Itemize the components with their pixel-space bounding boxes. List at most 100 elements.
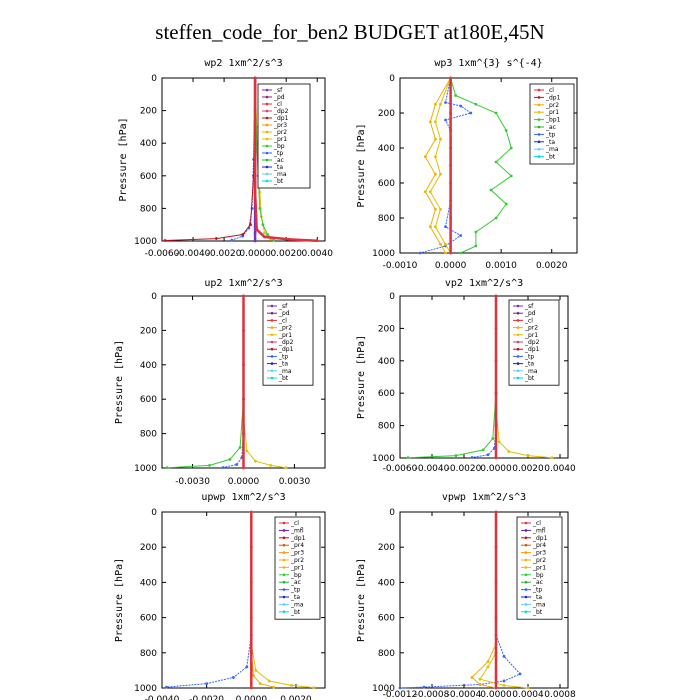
legend-marker xyxy=(537,125,541,129)
legend-entry: _dp1 xyxy=(290,535,306,542)
legend-marker xyxy=(537,96,541,99)
x-tick-label: 0.0008 xyxy=(544,690,576,700)
data-point-pr2 xyxy=(486,660,490,663)
legend-entry: _pr4 xyxy=(290,542,304,549)
data-point-pr1 xyxy=(439,207,442,211)
data-point-bp1 xyxy=(474,102,478,106)
series-line-tp xyxy=(399,512,521,689)
plot-frame xyxy=(399,295,569,459)
legend-entry: _cl xyxy=(545,87,554,94)
figure-title: steffen_code_for_ben2 BUDGET at180E,45N xyxy=(155,20,545,44)
data-point-cl xyxy=(242,363,245,367)
legend-marker xyxy=(524,573,528,577)
legend-entry: _tp xyxy=(290,587,300,594)
x-tick-label: 0.0040 xyxy=(301,249,333,259)
legend-marker xyxy=(270,347,274,351)
legend-entry: _tp xyxy=(524,353,534,360)
legend-marker xyxy=(516,362,520,365)
data-point-cl xyxy=(242,294,245,298)
series-line-dp1 xyxy=(165,77,256,241)
legend-marker xyxy=(524,610,528,614)
legend-marker xyxy=(537,88,541,92)
data-point-dp1 xyxy=(249,223,252,227)
legend-entry: _ta xyxy=(273,164,283,171)
legend-entry: _dp2 xyxy=(273,108,289,115)
y-tick-label: 200 xyxy=(378,543,395,553)
legend-entry: _sf xyxy=(273,87,283,94)
legend-marker xyxy=(524,595,528,599)
data-point-pr2 xyxy=(258,682,262,685)
legend-entry: _bt xyxy=(545,154,556,161)
legend-marker xyxy=(537,147,541,151)
data-point-cl xyxy=(449,181,452,185)
data-point-cl xyxy=(249,510,253,514)
x-tick-label: 0.0000 xyxy=(480,464,512,474)
data-point-bp1 xyxy=(474,230,478,234)
legend-entry: _pd xyxy=(524,310,536,317)
data-point-tp xyxy=(235,463,239,466)
data-point-pr2 xyxy=(478,683,482,686)
legend-entry: _dp1 xyxy=(532,535,548,542)
chart-panel-2: wp3 1xm^{3} s^{-4} Pressure [hPa] 0 200 400 6… xyxy=(356,58,578,271)
legend-marker xyxy=(537,103,541,107)
legend-entry: _pr1 xyxy=(532,564,546,571)
legend-marker xyxy=(516,326,520,329)
x-tick-label: 0.0020 xyxy=(280,695,312,700)
data-point-pr2 xyxy=(434,102,437,106)
series-line-bp xyxy=(407,296,497,459)
legend-marker xyxy=(516,333,520,337)
data-point-cl xyxy=(249,581,253,584)
x-tick-label: -0.0020 xyxy=(207,249,242,259)
y-axis-label: Pressure [hPa] xyxy=(118,117,129,201)
legend-box xyxy=(257,83,311,189)
legend-marker xyxy=(282,580,286,584)
legend-marker xyxy=(537,118,541,121)
data-point-tp xyxy=(518,672,522,676)
legend-entry: _cl xyxy=(524,317,533,324)
legend-entry: _pr3 xyxy=(290,550,304,557)
data-point-bp1 xyxy=(494,216,498,220)
legend-marker xyxy=(537,110,541,114)
data-point-cl xyxy=(449,251,452,255)
legend-marker xyxy=(537,133,541,136)
y-tick-label: 800 xyxy=(140,430,157,440)
y-tick-label: 600 xyxy=(140,614,157,624)
data-point-tp xyxy=(502,679,506,683)
x-tick-label: -0.0010 xyxy=(383,261,418,271)
data-point-tp xyxy=(221,466,225,469)
legend-entry: _dp1 xyxy=(273,115,289,122)
y-tick-label: 600 xyxy=(378,614,395,624)
data-point-tp xyxy=(444,118,447,122)
data-point-pr1 xyxy=(254,669,258,672)
data-point-bp1 xyxy=(504,129,508,132)
chart-panel-3: up2 1xm^2/s^3 Pressure [hPa] 0 200 400 600 800… xyxy=(114,278,326,487)
legend-entry: _dp2 xyxy=(524,339,540,346)
y-tick-label: 400 xyxy=(140,139,157,149)
x-tick-label: 0.0000 xyxy=(239,249,271,259)
y-tick-label: 1000 xyxy=(372,454,395,464)
data-point-bp1 xyxy=(494,111,498,115)
data-point-cl xyxy=(287,237,291,241)
chart-panel-6: vpwp 1xm^2/s^3 Pressure [hPa] 0 200 400 600 80… xyxy=(356,492,576,700)
data-point-bp xyxy=(261,223,265,227)
data-point-cl xyxy=(494,456,498,460)
data-point-pr1 xyxy=(428,190,432,194)
legend-marker xyxy=(270,362,274,365)
data-point-bp1 xyxy=(454,94,458,97)
data-point-pr1 xyxy=(312,686,316,690)
legend-entry: _ac xyxy=(545,124,556,131)
data-point-pr2 xyxy=(470,676,474,679)
legend-marker xyxy=(524,566,528,569)
data-point-pr1 xyxy=(439,102,442,106)
legend-marker xyxy=(265,144,269,148)
legend-entry: _mfl xyxy=(290,527,304,534)
data-point-pr1 xyxy=(550,456,554,460)
legend-entry: _dp1 xyxy=(524,346,540,353)
legend-marker xyxy=(265,137,269,141)
legend-marker xyxy=(537,155,541,158)
data-point-pr1 xyxy=(284,466,288,470)
x-tick-label: 0.0040 xyxy=(544,464,576,474)
legend-entry: _mfl xyxy=(532,527,546,534)
legend-entry: _cl xyxy=(278,317,287,324)
data-point-pr2 xyxy=(428,225,432,229)
